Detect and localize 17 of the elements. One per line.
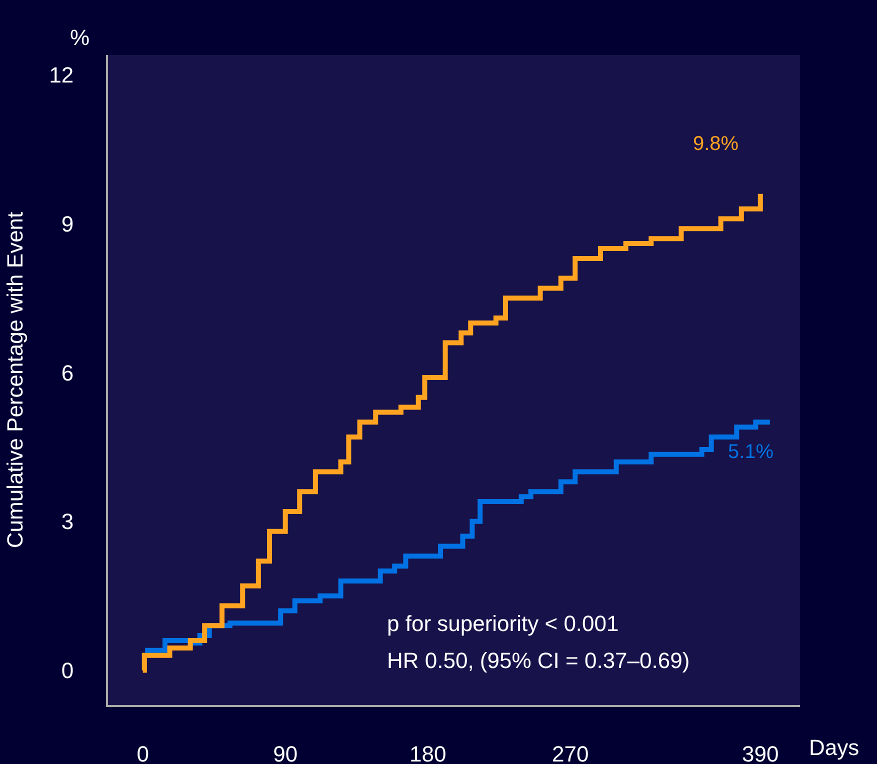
annotation: HR 0.50, (95% CI = 0.37–0.69) (387, 648, 690, 673)
text: 9.8% (693, 133, 739, 155)
y-tick-label: 0 (61, 658, 74, 683)
y-tick-label: 6 (61, 360, 74, 386)
x-tick-label: 180 (410, 741, 446, 764)
x-tick-label: 90 (273, 741, 298, 764)
x-tick-label: 390 (742, 741, 779, 764)
series-label: 5.1% (728, 441, 774, 463)
x-axis-title: Days (809, 735, 860, 760)
y-tick-label: 12 (49, 62, 74, 88)
x-tick-label: 0 (136, 741, 149, 764)
annotation: p for superiority < 0.001 (387, 611, 619, 636)
x-tick-label: 270 (552, 741, 589, 764)
y-tick-label: 3 (61, 509, 74, 534)
text: % (70, 25, 90, 50)
y-axis-title: Cumulative Percentage with Event (2, 212, 28, 548)
y-tick-label: 9 (61, 211, 74, 236)
